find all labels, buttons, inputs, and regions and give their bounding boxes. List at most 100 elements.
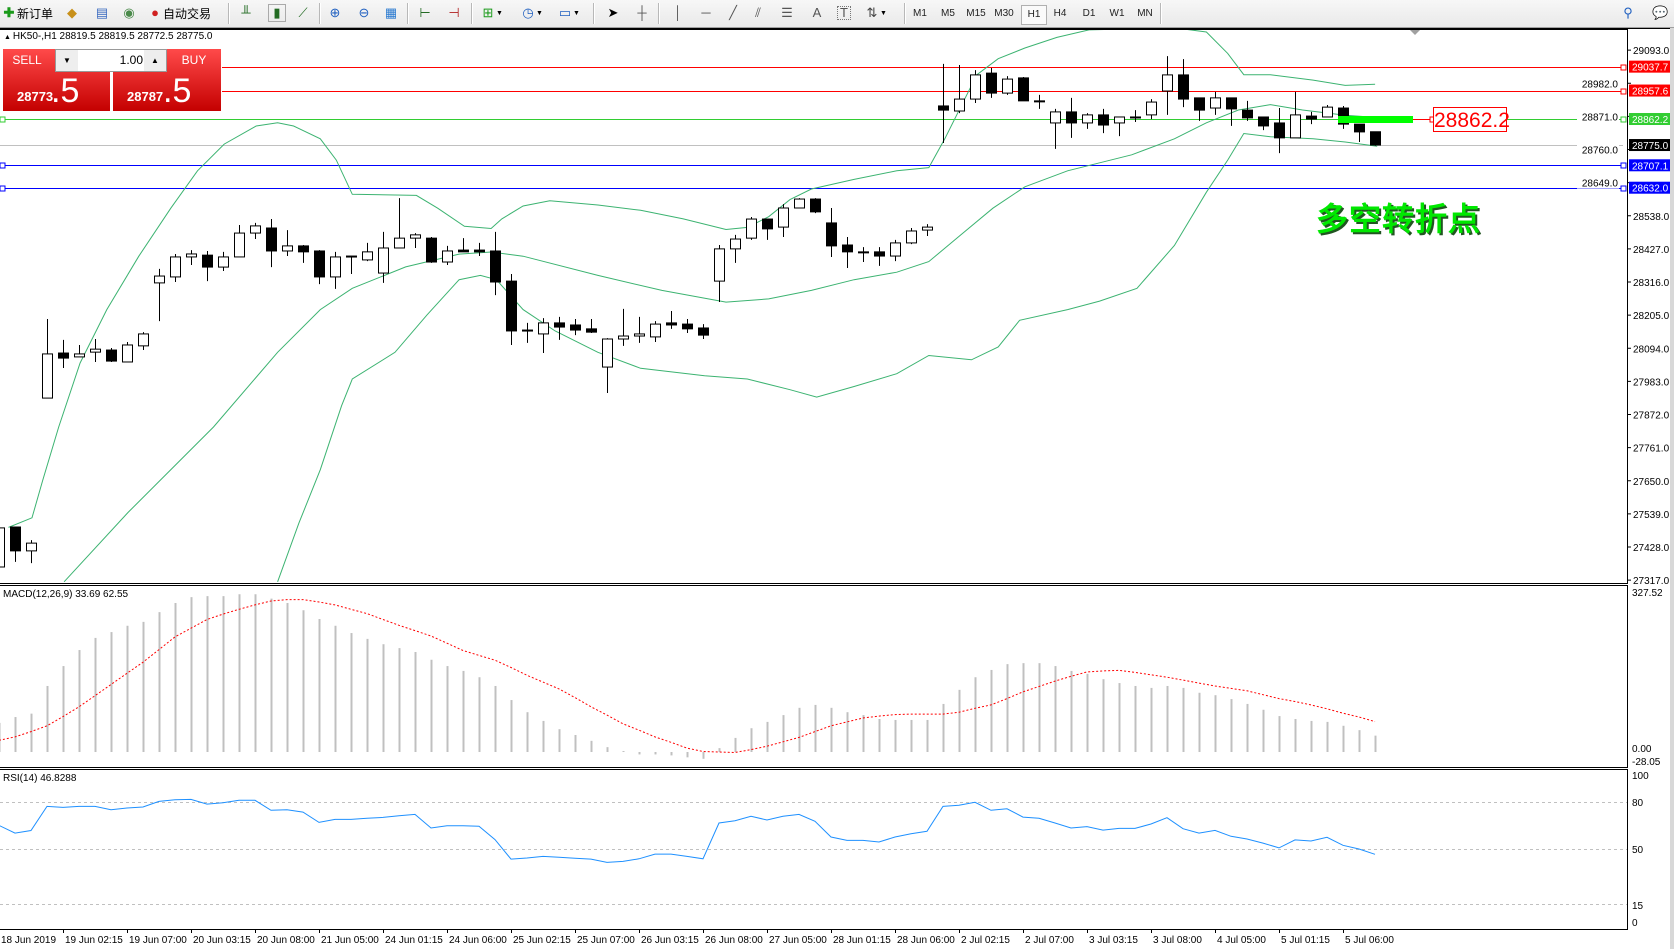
- candle: [90, 339, 101, 362]
- candle-body: [730, 238, 741, 250]
- zoom-in-button[interactable]: ⊕: [327, 3, 343, 23]
- candle: [186, 250, 197, 265]
- tile-windows-button[interactable]: ▦: [383, 3, 399, 23]
- candle-body: [426, 237, 437, 263]
- price-axis-label: 28205.0: [1633, 311, 1670, 322]
- timeframe-m30[interactable]: M30: [994, 8, 1014, 19]
- candle: [842, 236, 853, 268]
- buy-price: 28787 .5: [113, 72, 221, 111]
- candle-body: [938, 105, 949, 111]
- candle-body: [490, 250, 501, 283]
- separator: [407, 3, 409, 24]
- line-chart-button[interactable]: ⟋: [295, 3, 311, 23]
- new-order-button[interactable]: ✚ 新订单: [1, 3, 53, 23]
- candle-body: [0, 527, 5, 568]
- candle: [26, 540, 37, 564]
- price-level-tag: [1629, 84, 1672, 97]
- chat-button[interactable]: 💬: [1652, 3, 1668, 23]
- candle: [442, 245, 453, 265]
- candle-body: [1066, 111, 1077, 124]
- templates-button[interactable]: ▭ ▼: [557, 3, 580, 23]
- rsi-axis-label: 50: [1632, 845, 1644, 856]
- lot-decrease-button[interactable]: ▼: [56, 50, 78, 71]
- candle-body: [10, 526, 21, 552]
- bollinger-middle-band: [63, 104, 1376, 583]
- candle: [458, 238, 469, 253]
- price-level-tag-text: 28632.0: [1632, 184, 1669, 195]
- timeframe-h4[interactable]: H4: [1053, 8, 1067, 19]
- price-axis-label: 28538.0: [1633, 212, 1670, 223]
- trendline-icon: ╱: [729, 5, 737, 20]
- bar-chart-button[interactable]: ╨: [238, 3, 254, 23]
- arrows-button[interactable]: ⇅ ▼: [864, 3, 887, 23]
- candle-body: [122, 344, 133, 363]
- dropdown-arrow-icon: ▼: [536, 9, 543, 17]
- candle-body: [1098, 114, 1109, 126]
- candle-body: [602, 338, 613, 368]
- cursor-button[interactable]: ➤: [605, 3, 621, 23]
- level-handle: [0, 162, 6, 169]
- timeframe-mn[interactable]: MN: [1137, 8, 1153, 19]
- timeframe-w1[interactable]: W1: [1109, 8, 1125, 19]
- crosshair-icon: ┼: [637, 5, 647, 20]
- navigator-button[interactable]: ▤: [94, 3, 110, 23]
- signals-button[interactable]: ◉: [121, 3, 137, 23]
- periods-button[interactable]: ◷ ▼: [520, 3, 543, 23]
- price-level-tag-text: 28775.0: [1632, 141, 1669, 152]
- candle: [1290, 91, 1301, 139]
- market-watch-button[interactable]: ◆: [64, 3, 80, 23]
- time-axis-label: 24 Jun 06:00: [449, 935, 507, 946]
- macd-signal-line: [0, 599, 1376, 754]
- price-axis-label-bg: [1577, 110, 1619, 123]
- candle: [154, 268, 165, 322]
- timeframe-d1[interactable]: D1: [1082, 8, 1096, 19]
- price-label-annotation: 28862.2: [1433, 107, 1510, 132]
- trendline-button[interactable]: ╱: [725, 3, 741, 23]
- candle: [1050, 108, 1061, 149]
- lot-increase-button[interactable]: ▲: [144, 50, 166, 71]
- candle-body: [202, 254, 213, 268]
- price-axis-label-bg: [1577, 176, 1619, 189]
- autoscroll-button[interactable]: ⊣: [446, 3, 462, 23]
- fibonacci-button[interactable]: ☰: [779, 3, 795, 23]
- candle-body: [554, 322, 565, 328]
- candle-body: [410, 234, 421, 239]
- lot-size-input[interactable]: [79, 51, 145, 69]
- price-axis-label: 28982.0: [1582, 79, 1619, 90]
- candle-body: [538, 322, 549, 335]
- timeframe-h1[interactable]: H1: [1021, 5, 1047, 25]
- price-axis-label: 27761.0: [1633, 444, 1670, 455]
- timeframe-m1[interactable]: M1: [913, 8, 927, 19]
- candle: [1146, 99, 1157, 120]
- crosshair-button[interactable]: ┼: [634, 3, 650, 23]
- candle-body: [826, 222, 837, 247]
- macd-axis-label: 327.52: [1632, 588, 1663, 599]
- equidistant-channel-button[interactable]: ⫽: [750, 3, 766, 23]
- timeframe-m15[interactable]: M15: [966, 8, 986, 19]
- indicators-icon: ⊞: [482, 5, 494, 20]
- candle-body: [474, 249, 485, 253]
- horizontal-line-button[interactable]: ─: [698, 3, 714, 23]
- macd-plot: [0, 594, 1377, 759]
- auto-trading-button[interactable]: ● 自动交易: [147, 3, 211, 23]
- new-order-icon: ✚: [3, 5, 15, 20]
- candle: [378, 231, 389, 283]
- candlestick-button[interactable]: ▮: [268, 3, 286, 23]
- search-button[interactable]: ⚲: [1620, 3, 1636, 23]
- text-label-button[interactable]: T: [837, 3, 851, 23]
- market-watch-icon: ◆: [67, 5, 77, 20]
- vertical-line-button[interactable]: │: [670, 3, 686, 23]
- rsi-line: [0, 798, 1376, 863]
- candle-body: [26, 542, 37, 552]
- collapse-triangle-icon[interactable]: ▲: [4, 34, 13, 41]
- chart-shift-button[interactable]: ⊢: [417, 3, 433, 23]
- candle: [1178, 59, 1189, 108]
- indicators-button[interactable]: ⊞ ▼: [480, 3, 503, 23]
- candle: [346, 255, 357, 274]
- zoom-out-button[interactable]: ⊖: [356, 3, 372, 23]
- text-button[interactable]: A: [809, 3, 825, 23]
- time-axis-label: 27 Jun 05:00: [769, 935, 827, 946]
- candle: [1274, 108, 1285, 154]
- timeframe-m5[interactable]: M5: [941, 8, 955, 19]
